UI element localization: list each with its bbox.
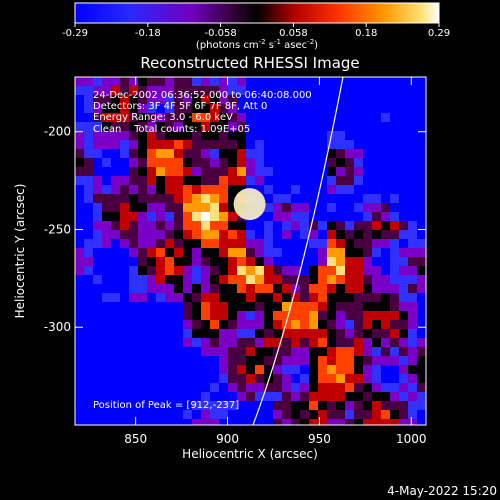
solar-limb-arc <box>252 77 344 425</box>
colorbar <box>74 2 440 24</box>
footer-date: 4-May-2022 15:20 <box>387 484 497 498</box>
peak-position-label: Position of Peak = [912,-237] <box>93 400 239 411</box>
plot-frame <box>74 76 427 426</box>
x-tick-label: 1000 <box>396 432 427 446</box>
x-tick-label: 850 <box>124 432 147 446</box>
annotation-time: 24-Dec-2002 06:36:52.000 to 06:40:08.000 <box>93 90 312 101</box>
y-tick-label: -200 <box>44 125 71 139</box>
annotation-energy: Energy Range: 3.0 - 6.0 keV <box>93 112 233 123</box>
colorbar-tick-label: 0.29 <box>428 28 450 39</box>
colorbar-ticks: -0.29 -0.18 -0.058 0.058 0.18 0.29 <box>62 23 450 39</box>
annotation-detectors: Detectors: 3F 4F 5F 6F 7F 8F, Att 0 <box>93 101 267 112</box>
x-tick-label: 950 <box>308 432 331 446</box>
colorbar-tick-label: -0.058 <box>204 28 236 39</box>
x-axis-label: Heliocentric X (arcsec) <box>182 447 318 461</box>
annotation-counts: Clean Total counts: 1.09E+05 <box>93 124 250 135</box>
colorbar-tick-label: 0.18 <box>355 28 377 39</box>
observation-annotations: 24-Dec-2002 06:36:52.000 to 06:40:08.000… <box>93 90 312 135</box>
colorbar-tick-label: -0.18 <box>135 28 161 39</box>
y-axis-label: Heliocentric Y (arcsec) <box>13 184 27 319</box>
y-tick-label: -250 <box>44 222 71 236</box>
peak-spot <box>233 188 266 221</box>
chart-title: Reconstructed RHESSI Image <box>140 54 359 72</box>
colorbar-tick-label: -0.29 <box>62 28 88 39</box>
x-tick-label: 900 <box>216 432 239 446</box>
colorbar-tick-label: 0.058 <box>279 28 308 39</box>
y-tick-label: -300 <box>44 320 71 334</box>
axis-ticks: 850 900 950 1000 -200 -250 -300 <box>44 77 427 446</box>
colorbar-unit-label: (photons cm-2 s-1 asec-2) <box>196 38 318 51</box>
heatmap-image <box>75 77 426 425</box>
